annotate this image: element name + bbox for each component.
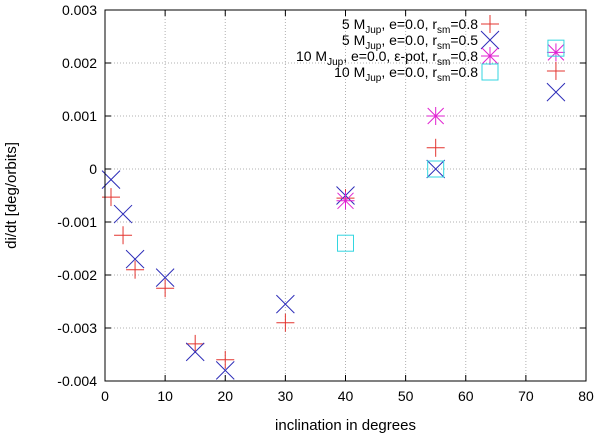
point-series-2 bbox=[113, 204, 133, 224]
x-tick-label: 60 bbox=[458, 388, 474, 404]
x-tick-label: 10 bbox=[157, 388, 173, 404]
point-series-2 bbox=[276, 294, 295, 314]
x-tick-label: 40 bbox=[338, 388, 354, 404]
y-axis-label: di/dt [deg/orbits] bbox=[3, 142, 20, 249]
legend-label-2: 5 MJup, e=0.0, rsm=0.5 bbox=[342, 32, 478, 52]
y-tick-label: 0.001 bbox=[62, 108, 97, 124]
legend-label-3: 10 MJup, e=0.0, ε-pot, rsm=0.8 bbox=[296, 48, 478, 68]
point-series-1 bbox=[276, 313, 295, 332]
y-tick-label: 0.003 bbox=[62, 2, 97, 18]
point-series-2 bbox=[426, 159, 446, 179]
x-tick-label: 0 bbox=[101, 388, 109, 404]
point-series-2 bbox=[546, 82, 566, 102]
legend: 5 MJup, e=0.0, rsm=0.85 MJup, e=0.0, rsm… bbox=[296, 15, 500, 84]
data-points bbox=[101, 39, 566, 380]
x-axis-label: inclination in degrees bbox=[275, 417, 416, 434]
point-series-1 bbox=[216, 350, 235, 369]
y-tick-label: -0.001 bbox=[57, 214, 97, 230]
y-tick-label: -0.004 bbox=[57, 373, 97, 389]
point-series-2 bbox=[185, 342, 205, 362]
legend-label-1: 5 MJup, e=0.0, rsm=0.8 bbox=[342, 16, 478, 36]
point-series-4 bbox=[547, 39, 565, 57]
x-tick-label: 50 bbox=[398, 388, 414, 404]
point-series-1 bbox=[114, 226, 133, 245]
point-series-2 bbox=[155, 268, 175, 288]
legend-marker-1 bbox=[481, 15, 499, 33]
point-series-1 bbox=[126, 260, 145, 279]
point-series-4 bbox=[427, 160, 445, 178]
point-series-2 bbox=[125, 249, 145, 269]
x-tick-label: 30 bbox=[278, 388, 294, 404]
y-tick-label: 0.002 bbox=[62, 55, 97, 71]
point-series-3 bbox=[426, 107, 445, 125]
point-series-4 bbox=[337, 234, 354, 252]
y-tick-label: -0.002 bbox=[57, 267, 97, 283]
point-series-1 bbox=[186, 334, 205, 353]
point-series-1 bbox=[156, 279, 175, 298]
legend-label-4: 10 MJup, e=0.0, rsm=0.8 bbox=[334, 64, 478, 84]
tick-labels: 0 10 20 30 40 50 60 70 80 -0.004 -0.003 -0.002 -0.00… bbox=[57, 2, 594, 404]
legend-marker-3 bbox=[481, 47, 499, 65]
point-series-2 bbox=[215, 361, 235, 380]
legend-marker-2 bbox=[480, 30, 500, 50]
point-series-3 bbox=[336, 191, 355, 210]
x-tick-label: 70 bbox=[518, 388, 534, 404]
point-series-1 bbox=[426, 138, 445, 157]
x-tick-label: 80 bbox=[578, 388, 594, 404]
legend-marker-4 bbox=[481, 63, 499, 81]
plot-frame bbox=[104, 9, 587, 382]
point-series-1 bbox=[546, 61, 565, 80]
point-series-3 bbox=[546, 43, 565, 62]
x-tick-label: 20 bbox=[217, 388, 233, 404]
y-tick-label: 0 bbox=[89, 161, 97, 177]
y-tick-label: -0.003 bbox=[57, 320, 97, 336]
